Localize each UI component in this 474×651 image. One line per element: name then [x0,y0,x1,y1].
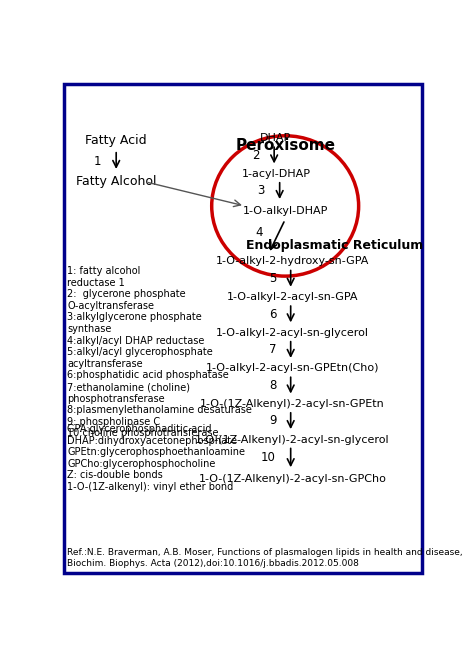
Text: 1-acyl-DHAP: 1-acyl-DHAP [241,169,310,180]
Text: 10: 10 [260,451,275,464]
Text: 4: 4 [255,225,263,238]
Text: 1-O-alkyl-2-hydroxy-sn-GPA: 1-O-alkyl-2-hydroxy-sn-GPA [216,256,369,266]
Text: 1-O-alkyl-2-acyl-sn-glycerol: 1-O-alkyl-2-acyl-sn-glycerol [216,327,369,338]
Text: 5: 5 [269,272,277,285]
Text: 6: 6 [269,308,277,321]
Text: GPA:glycerophosphaditic acid
DHAP:dihydroxyacetonephosphate
GPEtn:glycerophospho: GPA:glycerophosphaditic acid DHAP:dihydr… [67,424,246,492]
Text: 3: 3 [257,184,264,197]
Text: Endoplasmatic Reticulum: Endoplasmatic Reticulum [246,239,423,252]
Text: 2: 2 [252,149,259,162]
Text: Peroxisome: Peroxisome [235,138,335,153]
Text: Ref.:N.E. Braverman, A.B. Moser, Functions of plasmalogen lipids in health and d: Ref.:N.E. Braverman, A.B. Moser, Functio… [67,548,463,568]
Text: 1-O-(1Z-Alkenyl)-2-acyl-sn-GPCho: 1-O-(1Z-Alkenyl)-2-acyl-sn-GPCho [199,474,386,484]
Text: 7: 7 [269,343,277,356]
Text: 1-O-(1Z-Alkenyl)-2-acyl-sn-GPEtn: 1-O-(1Z-Alkenyl)-2-acyl-sn-GPEtn [200,399,385,409]
Text: 1-O-alkyl-2-acyl-sn-GPEtn(Cho): 1-O-alkyl-2-acyl-sn-GPEtn(Cho) [206,363,379,374]
Text: DHAP: DHAP [260,133,292,143]
Text: 1-O-alkyl-DHAP: 1-O-alkyl-DHAP [243,206,328,216]
Text: 1-O-alkyl-2-acyl-sn-GPA: 1-O-alkyl-2-acyl-sn-GPA [227,292,358,302]
Text: 9: 9 [269,415,277,428]
Text: Fatty Acid: Fatty Acid [85,134,147,147]
Text: 1-O-(1Z-Alkenyl)-2-acyl-sn-glycerol: 1-O-(1Z-Alkenyl)-2-acyl-sn-glycerol [195,434,390,445]
Text: 1: fatty alcohol
reductase 1
2:  glycerone phosphate
O-acyltransferase
3:alkylgl: 1: fatty alcohol reductase 1 2: glyceron… [67,266,252,439]
Text: 8: 8 [269,379,277,392]
Text: Fatty Alcohol: Fatty Alcohol [76,175,156,188]
Text: 1: 1 [94,155,101,168]
